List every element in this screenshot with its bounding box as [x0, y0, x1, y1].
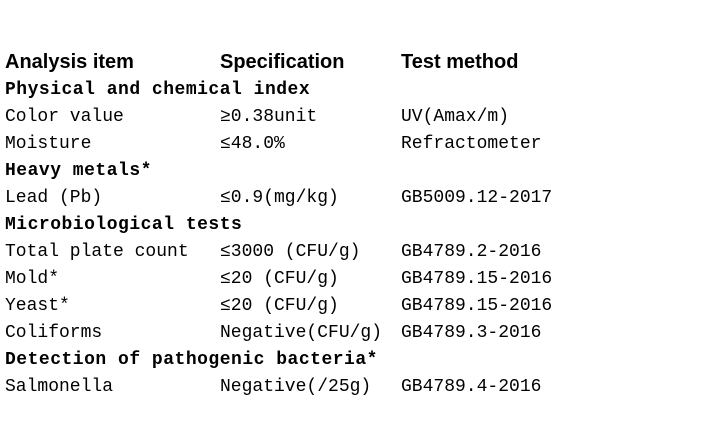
test-method: GB5009.12-2017: [401, 187, 553, 208]
analysis-item: Yeast*: [5, 295, 70, 316]
test-method: GB4789.2-2016: [401, 241, 542, 262]
analysis-item: Salmonella: [5, 376, 114, 397]
header-test-method: Test method: [401, 50, 519, 73]
table-row: Coliforms Negative(CFU/g) GB4789.3-2016: [5, 319, 701, 346]
section-title: Heavy metals*: [5, 160, 152, 181]
header-row: Analysis item Specification Test method: [5, 48, 701, 76]
section-title: Detection of pathogenic bacteria*: [5, 349, 378, 370]
header-analysis-item: Analysis item: [5, 50, 134, 73]
table-row: Moisture ≤48.0% Refractometer: [5, 130, 701, 157]
test-method: Refractometer: [401, 133, 542, 154]
table-row: Mold* ≤20 (CFU/g) GB4789.15-2016: [5, 265, 701, 292]
specification-value: ≥0.38unit: [220, 106, 318, 127]
specification-value: Negative(CFU/g): [220, 322, 383, 343]
test-method: GB4789.4-2016: [401, 376, 542, 397]
specification-value: ≤20 (CFU/g): [220, 295, 339, 316]
analysis-item: Coliforms: [5, 322, 103, 343]
table-row: Yeast* ≤20 (CFU/g) GB4789.15-2016: [5, 292, 701, 319]
analysis-item: Color value: [5, 106, 124, 127]
test-method: UV(Amax/m): [401, 106, 510, 127]
table-row: Lead (Pb) ≤0.9(mg/kg) GB5009.12-2017: [5, 184, 701, 211]
section-title: Microbiological tests: [5, 214, 243, 235]
analysis-item: Moisture: [5, 133, 92, 154]
section-row: Microbiological tests: [5, 211, 701, 238]
header-specification: Specification: [220, 50, 345, 73]
specification-value: ≤48.0%: [220, 133, 285, 154]
section-row: Physical and chemical index: [5, 76, 701, 103]
analysis-item: Total plate count: [5, 241, 189, 262]
table-row: Total plate count ≤3000 (CFU/g) GB4789.2…: [5, 238, 701, 265]
specification-value: ≤0.9(mg/kg): [220, 187, 339, 208]
test-method: GB4789.3-2016: [401, 322, 542, 343]
analysis-item: Mold*: [5, 268, 60, 289]
specification-table: Analysis item Specification Test method …: [5, 48, 701, 400]
section-row: Detection of pathogenic bacteria*: [5, 346, 701, 373]
test-method: GB4789.15-2016: [401, 268, 553, 289]
table-row: Salmonella Negative(/25g) GB4789.4-2016: [5, 373, 701, 400]
analysis-item: Lead (Pb): [5, 187, 103, 208]
specification-value: ≤3000 (CFU/g): [220, 241, 361, 262]
table-row: Color value ≥0.38unit UV(Amax/m): [5, 103, 701, 130]
section-row: Heavy metals*: [5, 157, 701, 184]
section-title: Physical and chemical index: [5, 79, 311, 100]
specification-value: ≤20 (CFU/g): [220, 268, 339, 289]
specification-value: Negative(/25g): [220, 376, 372, 397]
test-method: GB4789.15-2016: [401, 295, 553, 316]
